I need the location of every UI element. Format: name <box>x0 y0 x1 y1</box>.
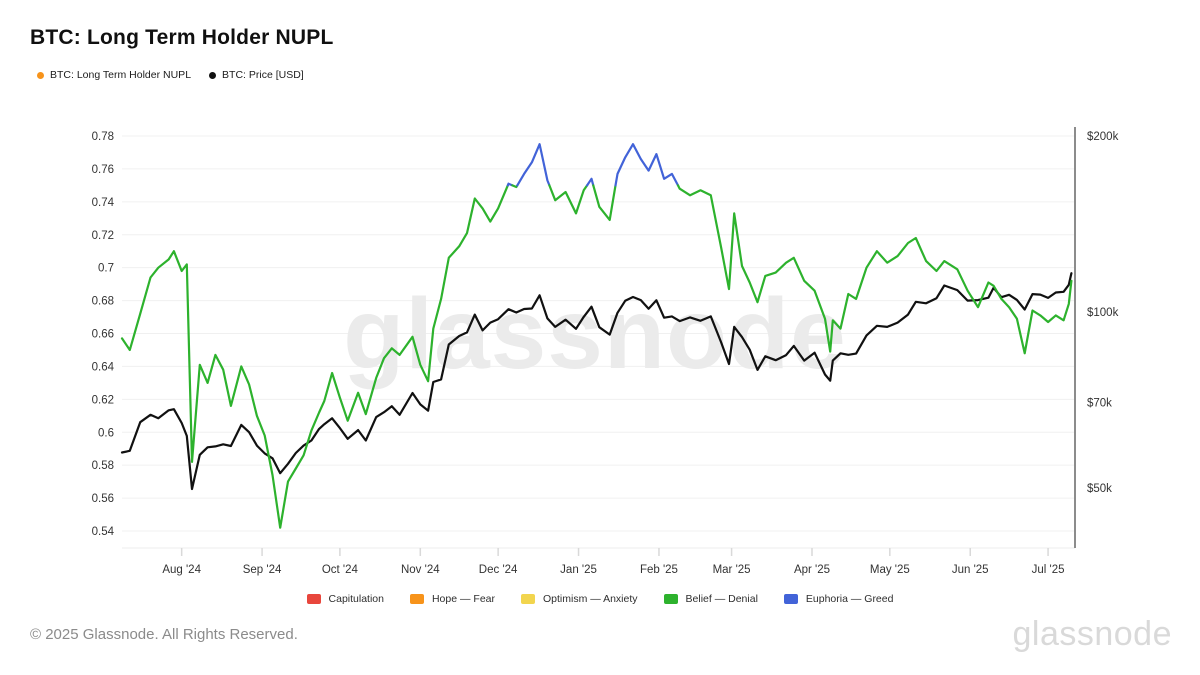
legend-item-btc-price[interactable]: BTC: Price [USD] <box>209 69 304 81</box>
svg-text:Feb '25: Feb '25 <box>640 564 678 576</box>
svg-text:0.58: 0.58 <box>92 460 114 472</box>
zone-label: Belief — Denial <box>685 593 758 605</box>
svg-text:Aug '24: Aug '24 <box>162 564 201 576</box>
zone-item-hope-fear[interactable]: Hope — Fear <box>409 593 495 605</box>
zone-item-belief-denial[interactable]: Belief — Denial <box>663 593 758 605</box>
zone-label: Euphoria — Greed <box>805 593 894 605</box>
svg-text:0.72: 0.72 <box>92 230 114 242</box>
svg-text:$70k: $70k <box>1087 398 1112 410</box>
svg-text:Jul '25: Jul '25 <box>1032 564 1065 576</box>
svg-text:0.56: 0.56 <box>92 493 114 505</box>
svg-text:Sep '24: Sep '24 <box>243 564 282 576</box>
svg-text:Dec '24: Dec '24 <box>479 564 518 576</box>
capitulation-swatch <box>306 594 321 604</box>
svg-text:0.54: 0.54 <box>92 526 115 538</box>
glassnode-wordmark: glassnode <box>1012 615 1172 653</box>
zone-item-capitulation[interactable]: Capitulation <box>306 593 384 605</box>
zone-label: Optimism — Anxiety <box>543 593 638 605</box>
legend-item-lth-nupl[interactable]: BTC: Long Term Holder NUPL <box>37 69 191 81</box>
svg-text:0.6: 0.6 <box>98 427 114 439</box>
svg-text:$200k: $200k <box>1087 131 1119 143</box>
svg-text:$50k: $50k <box>1087 483 1112 495</box>
nupl-series-dot <box>37 71 44 79</box>
footer: © 2025 Glassnode. All Rights Reserved. g… <box>30 615 1172 653</box>
svg-text:May '25: May '25 <box>870 564 910 576</box>
page-title: BTC: Long Term Holder NUPL <box>30 26 334 49</box>
svg-text:0.66: 0.66 <box>92 329 114 341</box>
zone-label: Hope — Fear <box>431 593 495 605</box>
price-series-dot <box>209 71 217 79</box>
svg-text:0.64: 0.64 <box>92 361 115 373</box>
legend-item-label: BTC: Long Term Holder NUPL <box>50 69 192 81</box>
optimism-anxiety-swatch <box>521 594 535 604</box>
svg-text:Oct '24: Oct '24 <box>322 564 359 576</box>
svg-text:glassnode: glassnode <box>343 278 847 390</box>
euphoria-greed-swatch <box>783 594 798 604</box>
svg-text:0.78: 0.78 <box>92 131 114 143</box>
svg-text:Apr '25: Apr '25 <box>794 564 830 576</box>
zone-label: Capitulation <box>328 593 384 605</box>
copyright-text: © 2025 Glassnode. All Rights Reserved. <box>30 626 298 643</box>
svg-text:0.7: 0.7 <box>98 263 114 275</box>
svg-text:0.68: 0.68 <box>92 296 114 308</box>
svg-text:Jan '25: Jan '25 <box>560 564 597 576</box>
series-legend: BTC: Long Term Holder NUPL BTC: Price [U… <box>37 69 304 81</box>
belief-denial-swatch <box>663 594 678 604</box>
svg-text:Nov '24: Nov '24 <box>401 564 440 576</box>
svg-text:0.62: 0.62 <box>92 394 114 406</box>
svg-text:Jun '25: Jun '25 <box>952 564 989 576</box>
svg-text:Mar '25: Mar '25 <box>713 564 751 576</box>
zone-item-euphoria-greed[interactable]: Euphoria — Greed <box>783 593 894 605</box>
hope-fear-swatch <box>409 594 424 604</box>
svg-text:0.74: 0.74 <box>92 197 115 209</box>
legend-item-label: BTC: Price [USD] <box>222 69 304 81</box>
nupl-zones-legend: Capitulation Hope — Fear Optimism — Anxi… <box>0 593 1200 605</box>
svg-text:0.76: 0.76 <box>92 164 114 176</box>
zone-item-optimism-anxiety[interactable]: Optimism — Anxiety <box>521 593 638 605</box>
svg-text:$100k: $100k <box>1087 307 1119 319</box>
